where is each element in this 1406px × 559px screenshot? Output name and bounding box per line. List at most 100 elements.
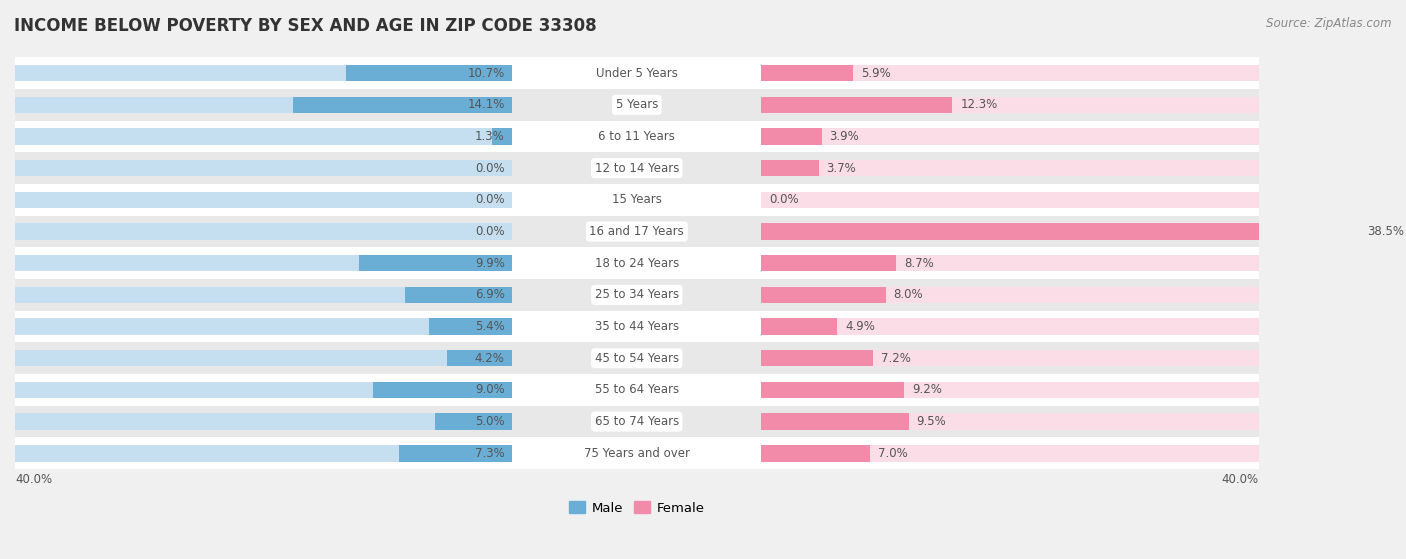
Bar bbox=[15, 438, 1258, 469]
Bar bbox=[15, 445, 512, 462]
Bar bbox=[761, 350, 873, 367]
Text: 5.0%: 5.0% bbox=[475, 415, 505, 428]
Bar bbox=[761, 255, 1258, 272]
Text: Under 5 Years: Under 5 Years bbox=[596, 67, 678, 79]
Bar bbox=[492, 128, 512, 145]
Bar bbox=[761, 318, 838, 335]
Bar bbox=[15, 153, 1258, 184]
Text: 10.7%: 10.7% bbox=[467, 67, 505, 79]
Bar bbox=[447, 350, 512, 367]
Text: 12 to 14 Years: 12 to 14 Years bbox=[595, 162, 679, 174]
Bar bbox=[15, 58, 1258, 89]
Bar bbox=[761, 192, 1258, 208]
Bar bbox=[761, 318, 1258, 335]
Text: 4.9%: 4.9% bbox=[845, 320, 875, 333]
Bar bbox=[429, 318, 512, 335]
Bar bbox=[15, 374, 1258, 406]
Text: 0.0%: 0.0% bbox=[475, 162, 505, 174]
Bar bbox=[405, 287, 512, 303]
Text: 0.0%: 0.0% bbox=[475, 193, 505, 206]
Bar bbox=[761, 382, 904, 398]
Text: 9.9%: 9.9% bbox=[475, 257, 505, 269]
Text: 16 and 17 Years: 16 and 17 Years bbox=[589, 225, 685, 238]
Bar bbox=[761, 413, 1258, 430]
Bar bbox=[761, 413, 908, 430]
Text: 15 Years: 15 Years bbox=[612, 193, 662, 206]
Text: 9.0%: 9.0% bbox=[475, 383, 505, 396]
Bar bbox=[761, 160, 818, 177]
Bar bbox=[761, 223, 1258, 240]
Text: 14.1%: 14.1% bbox=[467, 98, 505, 111]
Bar bbox=[761, 97, 1258, 113]
Text: 3.7%: 3.7% bbox=[827, 162, 856, 174]
Bar bbox=[761, 128, 1258, 145]
Bar bbox=[373, 382, 512, 398]
Text: 6 to 11 Years: 6 to 11 Years bbox=[599, 130, 675, 143]
Bar bbox=[399, 445, 512, 462]
Text: 1.3%: 1.3% bbox=[475, 130, 505, 143]
Text: INCOME BELOW POVERTY BY SEX AND AGE IN ZIP CODE 33308: INCOME BELOW POVERTY BY SEX AND AGE IN Z… bbox=[14, 17, 596, 35]
Bar bbox=[15, 192, 512, 208]
Bar bbox=[15, 318, 512, 335]
Legend: Male, Female: Male, Female bbox=[564, 496, 710, 520]
Text: 7.0%: 7.0% bbox=[877, 447, 907, 459]
Bar bbox=[761, 445, 870, 462]
Bar bbox=[359, 255, 512, 272]
Bar bbox=[15, 311, 1258, 343]
Bar bbox=[15, 413, 512, 430]
Text: 5.4%: 5.4% bbox=[475, 320, 505, 333]
Text: 18 to 24 Years: 18 to 24 Years bbox=[595, 257, 679, 269]
Text: 9.5%: 9.5% bbox=[917, 415, 946, 428]
Bar bbox=[761, 97, 952, 113]
Bar bbox=[761, 255, 897, 272]
Bar bbox=[15, 287, 512, 303]
Text: 38.5%: 38.5% bbox=[1368, 225, 1405, 238]
Text: 5.9%: 5.9% bbox=[860, 67, 890, 79]
Text: 0.0%: 0.0% bbox=[475, 225, 505, 238]
Bar bbox=[761, 445, 1258, 462]
Bar bbox=[15, 382, 512, 398]
Text: 3.9%: 3.9% bbox=[830, 130, 859, 143]
Bar bbox=[346, 65, 512, 82]
Bar bbox=[15, 350, 512, 367]
Bar bbox=[434, 413, 512, 430]
Text: 40.0%: 40.0% bbox=[15, 473, 52, 486]
Bar bbox=[761, 160, 1258, 177]
Bar bbox=[15, 89, 1258, 121]
Bar bbox=[15, 128, 512, 145]
Text: 8.7%: 8.7% bbox=[904, 257, 934, 269]
Text: 9.2%: 9.2% bbox=[912, 383, 942, 396]
Bar bbox=[15, 343, 1258, 374]
Bar bbox=[761, 382, 1258, 398]
Bar bbox=[761, 223, 1360, 240]
Text: 5 Years: 5 Years bbox=[616, 98, 658, 111]
Text: 0.0%: 0.0% bbox=[769, 193, 799, 206]
Bar bbox=[15, 216, 1258, 248]
Text: 55 to 64 Years: 55 to 64 Years bbox=[595, 383, 679, 396]
Bar bbox=[761, 350, 1258, 367]
Bar bbox=[294, 97, 512, 113]
Bar bbox=[761, 65, 853, 82]
Bar bbox=[15, 184, 1258, 216]
Bar bbox=[15, 223, 512, 240]
Bar bbox=[15, 65, 512, 82]
Bar bbox=[15, 160, 512, 177]
Bar bbox=[15, 97, 512, 113]
Text: 65 to 74 Years: 65 to 74 Years bbox=[595, 415, 679, 428]
Text: 7.2%: 7.2% bbox=[882, 352, 911, 364]
Text: 12.3%: 12.3% bbox=[960, 98, 997, 111]
Text: 4.2%: 4.2% bbox=[475, 352, 505, 364]
Bar bbox=[15, 406, 1258, 438]
Bar bbox=[15, 248, 1258, 279]
Text: 35 to 44 Years: 35 to 44 Years bbox=[595, 320, 679, 333]
Text: Source: ZipAtlas.com: Source: ZipAtlas.com bbox=[1267, 17, 1392, 30]
Text: 6.9%: 6.9% bbox=[475, 288, 505, 301]
Bar bbox=[761, 287, 1258, 303]
Text: 75 Years and over: 75 Years and over bbox=[583, 447, 690, 459]
Text: 25 to 34 Years: 25 to 34 Years bbox=[595, 288, 679, 301]
Text: 8.0%: 8.0% bbox=[893, 288, 922, 301]
Text: 40.0%: 40.0% bbox=[1222, 473, 1258, 486]
Text: 7.3%: 7.3% bbox=[475, 447, 505, 459]
Bar bbox=[761, 65, 1258, 82]
Bar bbox=[15, 279, 1258, 311]
